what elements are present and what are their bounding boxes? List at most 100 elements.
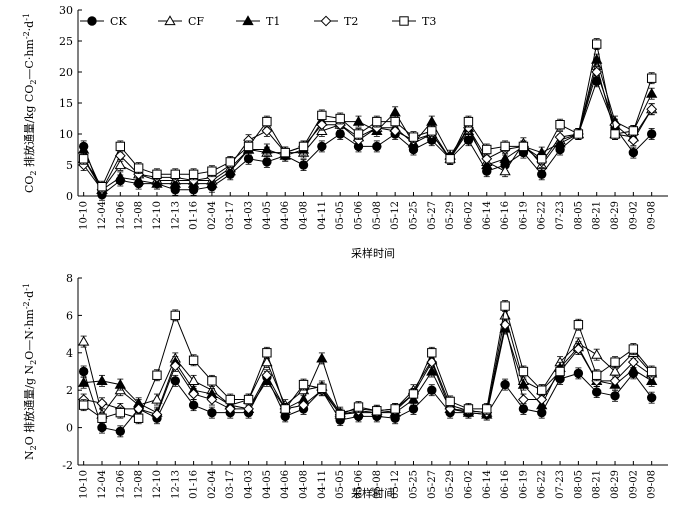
data-point-T1 [389,106,401,117]
data-point-T3 [592,39,602,49]
data-point-T3 [243,141,254,152]
data-point-T3 [280,404,290,414]
data-point-T2 [261,125,273,137]
data-point-T3 [372,406,382,416]
x-axis-title: 采样时间 [351,246,395,260]
y-tick-label: 15 [59,97,73,110]
x-tick-label: 08-05 [573,470,584,499]
series-line-T3 [83,305,653,419]
data-point-T3 [500,301,510,311]
x-tick-label: 06-22 [537,201,548,230]
data-point-T2 [609,375,621,387]
data-point-T3 [97,413,107,423]
data-point-T3 [390,116,400,127]
legend-item-T1: T1 [236,15,280,28]
legend-item-T3: T3 [392,15,436,28]
y-tick-label: 20 [59,66,73,79]
data-point-T3 [133,413,144,423]
data-point-T3 [115,141,126,152]
x-tick-label: 05-05 [335,470,346,499]
x-tick-label: 04-06 [280,201,291,230]
data-point-T3 [188,169,199,180]
data-point-T2 [96,397,108,409]
x-tick-label: 05-12 [390,470,401,499]
y-axis-title: N2O 排放通量/g N2O—N·hm-2·d-1 [22,283,38,460]
data-point-T2 [536,394,548,405]
data-point-T1 [591,53,603,64]
data-point-T3 [537,385,547,395]
data-point-T3 [78,154,89,164]
data-point-T3 [152,169,162,180]
data-point-T3 [427,348,437,358]
data-point-T2 [206,394,218,405]
data-point-CK [78,366,89,377]
data-point-T2 [591,66,603,78]
data-point-CK [610,391,620,401]
series-CK [78,365,657,438]
x-tick-label: 05-06 [354,470,365,499]
series-T2 [78,318,658,421]
data-point-T2 [243,403,254,415]
legend-label: CF [188,15,204,28]
x-tick-label: 04-05 [262,201,273,230]
y-tick-label: 4 [66,347,73,360]
data-point-CK [115,426,126,437]
data-point-T1 [316,352,328,363]
data-point-T3 [463,404,474,414]
data-point-CF [78,335,90,346]
data-point-T3 [537,154,547,164]
data-point-T2 [151,409,163,420]
data-point-CK [243,154,254,164]
data-point-CK [646,129,657,139]
y-tick-label: 6 [66,309,73,322]
data-point-T2 [554,131,566,143]
y-tick-label: 5 [66,159,73,172]
legend-marker-CF [164,15,176,26]
data-point-T1 [627,363,640,374]
data-point-T3 [298,379,309,390]
data-point-T2 [518,394,529,405]
x-tick-label: 09-02 [628,470,639,499]
data-point-T1 [426,115,438,126]
x-tick-label: 12-13 [170,470,181,499]
data-point-T3 [335,113,345,124]
x-tick-label: 05-27 [427,470,438,499]
data-point-T2 [261,369,273,381]
x-tick-label: 12-08 [134,201,145,230]
data-point-T3 [372,116,382,127]
legend-label: T1 [266,15,280,28]
data-point-T2 [481,153,493,165]
data-point-T2 [572,343,584,355]
legend-item-T2: T2 [314,15,358,28]
data-point-T3 [262,348,272,358]
x-tick-label: 02-04 [207,470,218,499]
series-T3 [78,38,657,193]
series-T2 [78,66,658,196]
data-point-T3 [207,166,217,176]
x-tick-label: 06-02 [463,201,474,230]
data-point-T3 [500,141,510,152]
series-line-T2 [83,70,653,191]
x-tick-label: 06-19 [518,201,529,230]
data-point-T3 [115,407,126,418]
data-point-CK [170,376,180,386]
x-tick-label: 05-08 [372,470,383,499]
data-point-CK [463,135,474,145]
x-axis-title: 采样时间 [351,486,395,500]
y-tick-label: 25 [59,35,73,48]
data-point-T3 [518,141,529,152]
y-tick-label: 2 [66,384,73,397]
data-point-T1 [646,87,658,98]
data-point-T2 [627,356,639,368]
x-tick-label: 04-11 [317,201,328,230]
data-point-CK [573,368,584,379]
data-point-T3 [555,366,565,377]
x-tick-label: 10-10 [79,470,90,499]
x-tick-label: 05-25 [408,201,419,230]
data-point-T2 [316,119,328,131]
data-point-T2 [224,403,236,415]
x-tick-label: 04-11 [317,470,328,499]
x-tick-label: 12-04 [97,470,108,499]
series-line-T2 [83,324,652,416]
